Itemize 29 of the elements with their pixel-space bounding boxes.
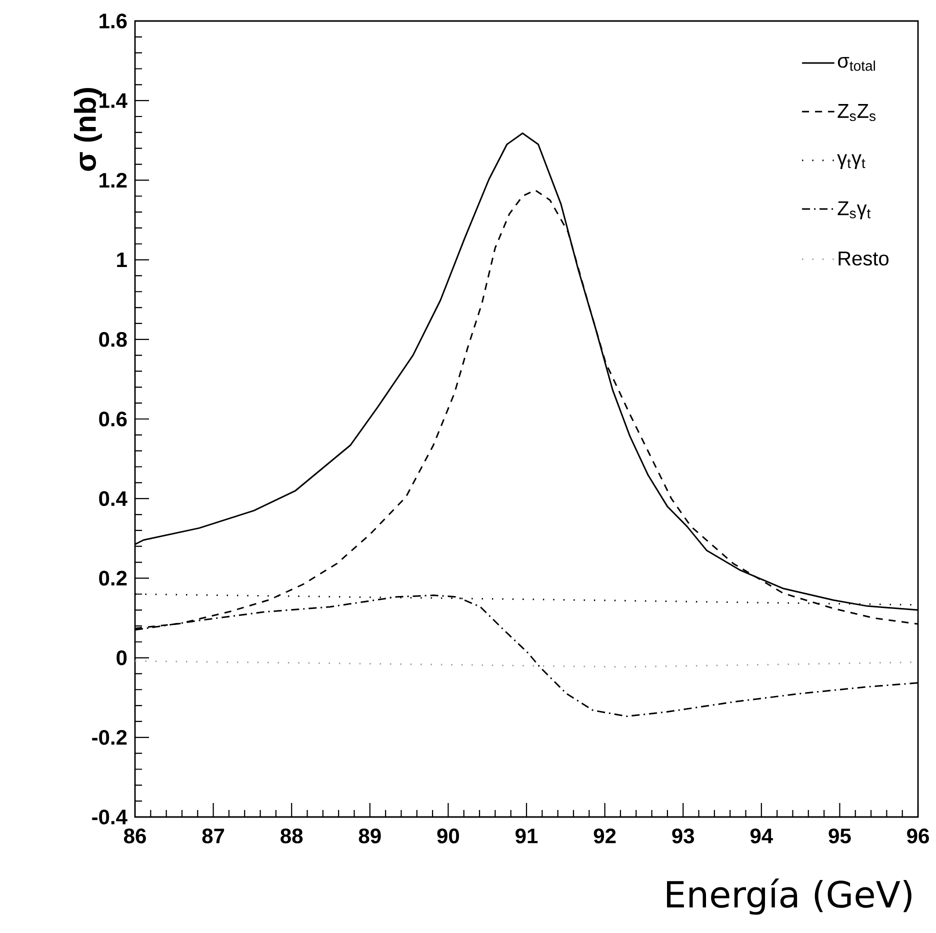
y-tick-label: -0.4 — [92, 810, 128, 824]
y-tick-label: -0.2 — [92, 730, 127, 745]
x-tick-label: 88 — [280, 828, 303, 844]
x-tick-label: 92 — [594, 828, 616, 844]
legend-label: Resto — [838, 252, 888, 266]
y-tick-label: 0.4 — [99, 491, 128, 506]
x-axis-title: Energía (GeV) — [667, 878, 912, 915]
y-axis-title: σ (nb) — [74, 88, 102, 171]
y-tick-label: 0.6 — [99, 412, 127, 426]
legend-label: σ$_{total}$ — [838, 57, 875, 71]
y-tick-label: 1.2 — [100, 172, 127, 188]
x-tick-label: 91 — [516, 828, 538, 844]
x-tick-label: 86 — [124, 828, 146, 844]
legend-label: γ$_{t}$γ$_{t}$ — [837, 154, 866, 170]
y-tick-label: 1 — [117, 252, 127, 268]
x-tick-label: 93 — [672, 828, 694, 844]
x-tick-label: 89 — [358, 828, 381, 844]
x-tick-label: 87 — [202, 828, 224, 844]
x-tick-label: 95 — [828, 828, 851, 844]
x-tick-label: 90 — [437, 828, 460, 844]
legend-label: Z$_{s}$γ$_{t}$ — [838, 201, 871, 220]
y-tick-label: 1.4 — [100, 93, 128, 108]
y-tick-label: 0.8 — [99, 332, 127, 347]
legend-label: Z$_{s}$Z$_{s}$ — [838, 104, 876, 122]
x-tick-label: 94 — [750, 828, 773, 844]
y-tick-label: 0.2 — [99, 570, 127, 586]
x-tick-label: 96 — [907, 828, 929, 844]
y-tick-label: 1.6 — [100, 14, 127, 28]
y-tick-label: 0 — [116, 650, 127, 666]
